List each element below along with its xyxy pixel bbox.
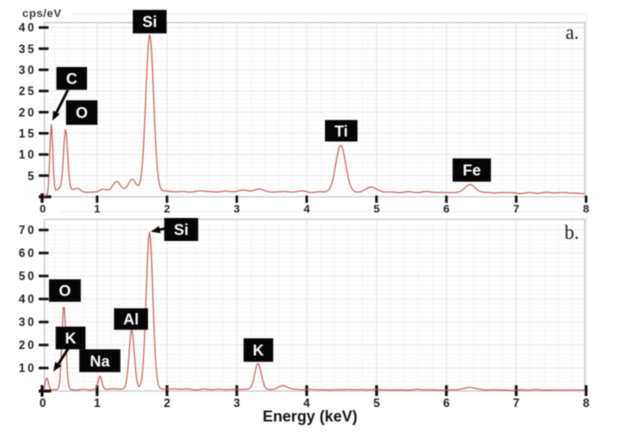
svg-text:30: 30 bbox=[19, 317, 37, 329]
svg-text:8: 8 bbox=[583, 396, 590, 410]
svg-text:40: 40 bbox=[19, 23, 37, 35]
svg-text:3: 3 bbox=[234, 396, 241, 410]
svg-text:10: 10 bbox=[19, 363, 37, 375]
svg-text:8: 8 bbox=[583, 203, 589, 215]
svg-text:1: 1 bbox=[94, 203, 100, 215]
svg-text:15: 15 bbox=[19, 129, 37, 141]
svg-text:35: 35 bbox=[19, 44, 37, 56]
svg-text:5: 5 bbox=[373, 396, 380, 410]
svg-text:3: 3 bbox=[234, 203, 240, 215]
svg-text:20: 20 bbox=[19, 340, 37, 352]
svg-text:b.: b. bbox=[565, 223, 580, 244]
svg-text:a.: a. bbox=[566, 23, 580, 44]
svg-text:O: O bbox=[59, 283, 71, 300]
svg-text:5: 5 bbox=[28, 171, 37, 183]
svg-text:Al: Al bbox=[123, 312, 139, 329]
svg-text:1: 1 bbox=[94, 396, 101, 410]
svg-text:7: 7 bbox=[513, 203, 519, 215]
svg-text:25: 25 bbox=[19, 86, 37, 98]
svg-text:70: 70 bbox=[19, 225, 37, 237]
svg-text:2: 2 bbox=[164, 396, 171, 410]
svg-text:Fe: Fe bbox=[463, 163, 481, 180]
svg-text:20: 20 bbox=[19, 107, 37, 119]
svg-text:4: 4 bbox=[303, 396, 310, 410]
svg-text:C: C bbox=[66, 71, 77, 88]
svg-text:Si: Si bbox=[174, 222, 189, 239]
svg-text:40: 40 bbox=[19, 294, 37, 306]
svg-text:2: 2 bbox=[164, 203, 170, 215]
svg-text:0: 0 bbox=[40, 396, 47, 410]
svg-text:Na: Na bbox=[90, 353, 110, 370]
svg-text:cps/eV: cps/eV bbox=[22, 8, 61, 20]
svg-text:5: 5 bbox=[373, 203, 379, 215]
svg-text:4: 4 bbox=[304, 203, 311, 215]
svg-text:60: 60 bbox=[19, 248, 37, 260]
svg-text:10: 10 bbox=[19, 150, 37, 162]
svg-text:6: 6 bbox=[443, 396, 450, 410]
svg-text:O: O bbox=[76, 105, 88, 122]
svg-text:6: 6 bbox=[443, 203, 449, 215]
svg-text:Si: Si bbox=[142, 14, 157, 31]
svg-text:50: 50 bbox=[19, 271, 37, 283]
svg-text:K: K bbox=[253, 343, 265, 360]
svg-text:K: K bbox=[65, 331, 77, 348]
svg-text:30: 30 bbox=[19, 65, 37, 77]
svg-text:Energy (keV): Energy (keV) bbox=[263, 408, 358, 425]
svg-text:0: 0 bbox=[40, 203, 46, 215]
svg-text:Ti: Ti bbox=[334, 123, 348, 140]
svg-text:7: 7 bbox=[513, 396, 520, 410]
